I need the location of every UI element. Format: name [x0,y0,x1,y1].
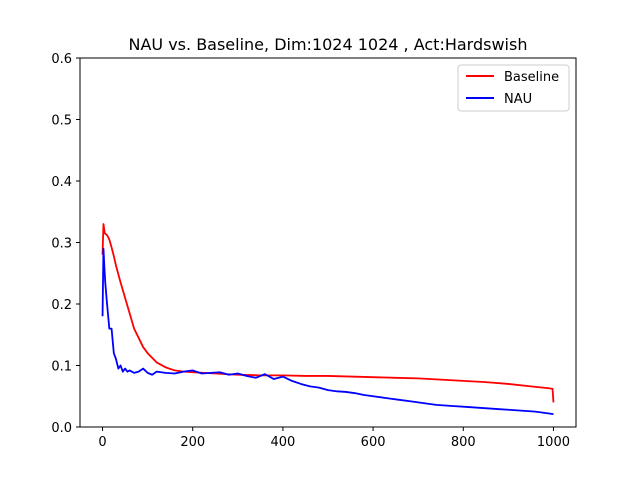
y-tick-label: 0.6 [51,52,72,67]
legend-label-nau: NAU [504,92,532,107]
series-line-baseline [101,223,555,403]
legend: Baseline NAU [457,64,570,112]
x-tick-label: 0 [98,435,106,450]
series-layer [101,223,555,415]
series-line-nau [101,247,554,415]
y-tick-label: 0.2 [51,298,72,313]
x-tick-label: 1000 [537,435,570,450]
y-tick-label: 0.0 [51,421,72,436]
x-tick-label: 200 [180,435,205,450]
y-tick-label: 0.4 [51,175,72,190]
y-tick-label: 0.1 [51,360,72,375]
x-axis-ticks: 0 200 400 600 800 1000 [98,427,570,450]
x-tick-label: 800 [451,435,476,450]
y-axis-ticks: 0.0 0.1 0.2 0.3 0.4 0.5 0.6 [51,52,80,436]
x-tick-label: 600 [361,435,386,450]
legend-label-baseline: Baseline [504,70,559,85]
x-tick-label: 400 [270,435,295,450]
chart-title: NAU vs. Baseline, Dim:1024 1024 , Act:Ha… [129,35,528,54]
y-tick-label: 0.5 [51,114,72,129]
y-tick-label: 0.3 [51,237,72,252]
